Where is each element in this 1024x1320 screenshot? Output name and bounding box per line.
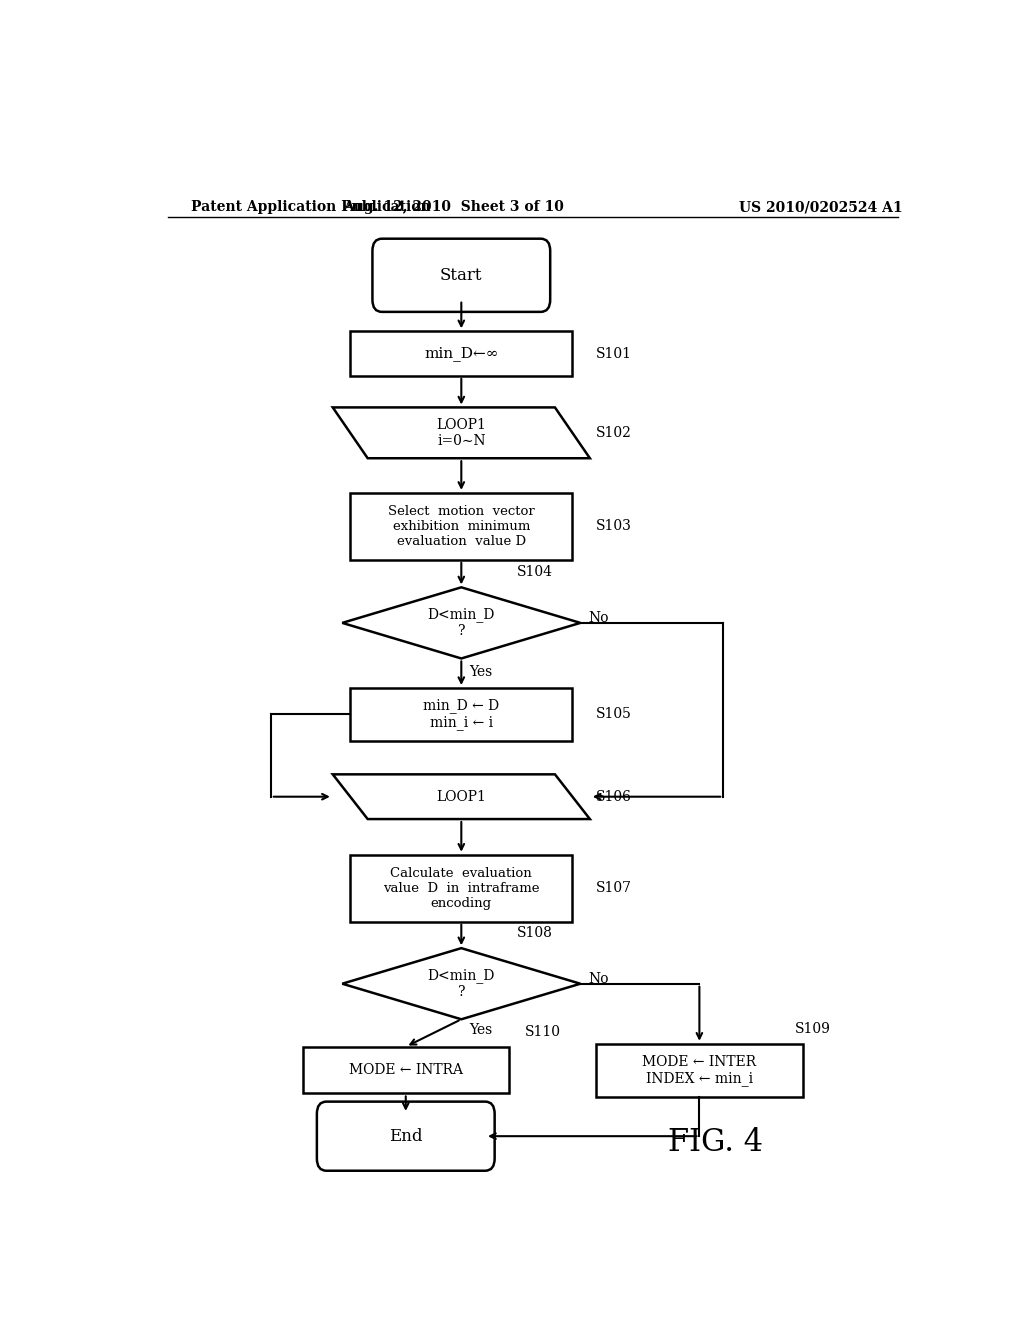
Text: S105: S105 xyxy=(596,708,632,721)
Polygon shape xyxy=(333,408,590,458)
Bar xyxy=(350,854,572,921)
FancyBboxPatch shape xyxy=(373,239,550,312)
Text: Aug. 12, 2010  Sheet 3 of 10: Aug. 12, 2010 Sheet 3 of 10 xyxy=(343,201,564,214)
Text: S107: S107 xyxy=(596,882,632,895)
Text: Select  motion  vector
exhibition  minimum
evaluation  value D: Select motion vector exhibition minimum … xyxy=(388,504,535,548)
Text: S101: S101 xyxy=(596,347,632,360)
Polygon shape xyxy=(333,775,590,818)
Text: S102: S102 xyxy=(596,426,632,440)
Bar xyxy=(350,688,572,741)
Text: LOOP1
i=0∼N: LOOP1 i=0∼N xyxy=(436,417,486,447)
Polygon shape xyxy=(342,948,581,1019)
Text: MODE ← INTER
INDEX ← min_i: MODE ← INTER INDEX ← min_i xyxy=(642,1055,757,1085)
Text: LOOP1: LOOP1 xyxy=(436,789,486,804)
Text: min_D←∞: min_D←∞ xyxy=(424,346,499,360)
Text: S106: S106 xyxy=(596,789,632,804)
Bar xyxy=(596,1044,803,1097)
Text: Calculate  evaluation
value  D  in  intraframe
encoding: Calculate evaluation value D in intrafra… xyxy=(383,867,540,909)
Text: D<min_D
?: D<min_D ? xyxy=(428,607,495,639)
Text: Yes: Yes xyxy=(469,1023,493,1038)
Text: min_D ← D
min_i ← i: min_D ← D min_i ← i xyxy=(423,698,500,730)
FancyBboxPatch shape xyxy=(316,1102,495,1171)
Text: No: No xyxy=(588,972,609,986)
Text: End: End xyxy=(389,1127,423,1144)
Text: D<min_D
?: D<min_D ? xyxy=(428,968,495,999)
Text: Patent Application Publication: Patent Application Publication xyxy=(191,201,431,214)
Text: No: No xyxy=(588,611,609,624)
Text: FIG. 4: FIG. 4 xyxy=(668,1127,763,1158)
Bar xyxy=(350,331,572,376)
Text: US 2010/0202524 A1: US 2010/0202524 A1 xyxy=(739,201,903,214)
Text: Start: Start xyxy=(440,267,482,284)
Bar xyxy=(303,1047,509,1093)
Text: S103: S103 xyxy=(596,519,632,533)
Text: Yes: Yes xyxy=(469,664,493,678)
Text: S109: S109 xyxy=(795,1022,830,1036)
Text: S104: S104 xyxy=(517,565,553,579)
Bar xyxy=(350,492,572,560)
Text: S108: S108 xyxy=(517,927,553,940)
Polygon shape xyxy=(342,587,581,659)
Text: MODE ← INTRA: MODE ← INTRA xyxy=(349,1063,463,1077)
Text: S110: S110 xyxy=(524,1024,561,1039)
